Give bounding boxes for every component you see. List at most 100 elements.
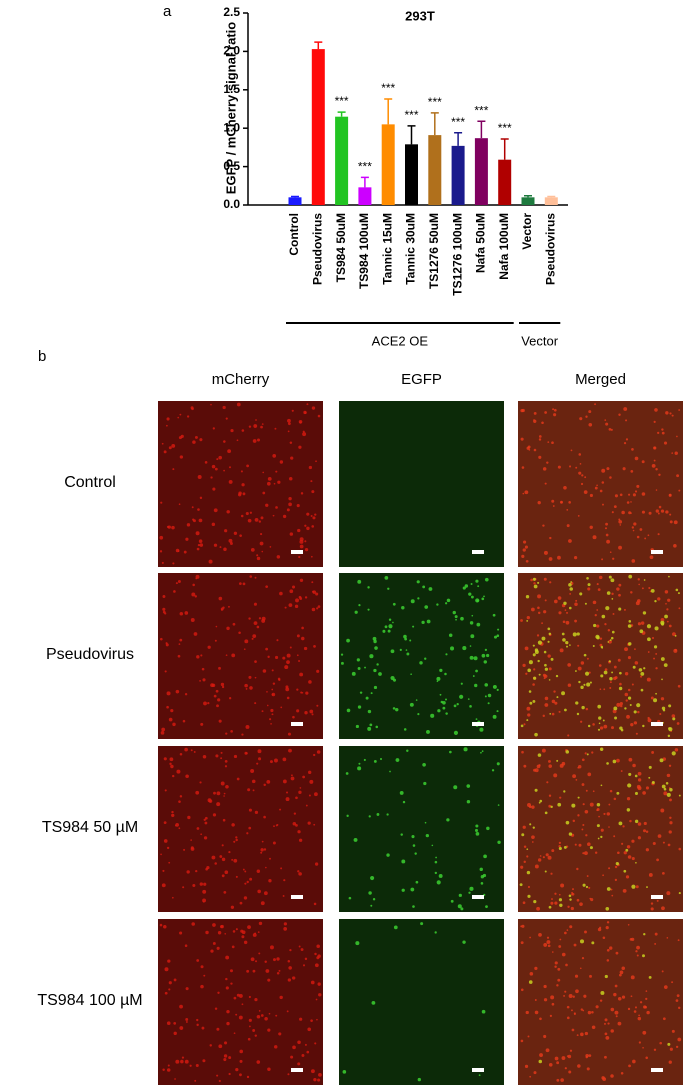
cell	[269, 718, 272, 721]
cell	[226, 510, 230, 514]
cell	[286, 508, 290, 512]
cell	[160, 501, 163, 504]
cell	[226, 626, 230, 631]
cell	[600, 835, 603, 839]
cell	[272, 841, 276, 845]
cell	[642, 1030, 647, 1035]
cell	[269, 760, 273, 764]
cell	[249, 877, 253, 881]
cell	[213, 694, 217, 698]
micrograph	[518, 401, 683, 567]
cell	[534, 864, 539, 869]
cell	[566, 611, 569, 614]
cell	[453, 730, 459, 735]
y-tick-label: 1.5	[223, 82, 240, 96]
cell	[585, 415, 588, 418]
cell	[647, 716, 650, 720]
cell	[311, 713, 314, 716]
cell	[646, 886, 648, 888]
cell	[646, 677, 651, 682]
cell	[523, 845, 527, 848]
cell	[414, 852, 417, 855]
cell	[214, 639, 217, 642]
cell	[252, 1029, 256, 1032]
cell	[211, 464, 216, 469]
cell	[282, 779, 287, 784]
cell	[600, 828, 604, 832]
cell	[223, 891, 227, 894]
cell	[467, 698, 470, 700]
cell	[368, 815, 371, 818]
cell	[527, 885, 531, 889]
cell	[628, 772, 632, 776]
cell	[663, 441, 668, 445]
significance-label: ***	[451, 115, 465, 129]
cell	[605, 906, 610, 911]
cell	[616, 791, 620, 795]
cell	[533, 1071, 537, 1075]
cell	[265, 969, 270, 973]
cell	[668, 830, 672, 834]
cell	[618, 545, 622, 550]
cell	[401, 859, 406, 864]
cell	[442, 706, 446, 710]
error-bar	[547, 195, 556, 198]
cell	[583, 653, 587, 657]
cell	[450, 899, 454, 903]
cell	[161, 442, 164, 445]
cell	[225, 417, 228, 420]
cell	[410, 887, 415, 892]
cell	[254, 676, 257, 679]
x-tick-label: Pseudovirus	[310, 213, 324, 285]
cell	[254, 1034, 257, 1037]
cell	[534, 648, 539, 652]
cell	[619, 671, 622, 675]
cell	[195, 577, 198, 580]
cell	[587, 842, 591, 846]
cell	[603, 688, 606, 691]
cell	[528, 805, 532, 809]
cell	[585, 1053, 589, 1058]
cell	[638, 1041, 642, 1044]
cell	[487, 693, 492, 698]
cell	[552, 505, 555, 507]
cell	[275, 506, 278, 509]
cell	[599, 489, 603, 493]
cell	[195, 531, 200, 536]
cell	[367, 586, 370, 589]
cell	[608, 428, 612, 431]
cell	[175, 823, 179, 827]
cell	[161, 883, 166, 888]
cell	[520, 724, 524, 728]
cell	[606, 591, 611, 595]
cell	[529, 972, 534, 976]
cell	[614, 716, 618, 720]
cell	[545, 1048, 550, 1053]
cell	[605, 1035, 610, 1040]
cell	[612, 613, 615, 615]
cell	[678, 847, 682, 851]
cell	[279, 460, 284, 464]
cell	[554, 901, 558, 905]
cell	[255, 419, 257, 421]
cell	[634, 490, 638, 493]
scale-bar	[472, 722, 484, 726]
cell	[617, 997, 622, 1001]
cell	[262, 669, 267, 673]
cell	[186, 415, 190, 418]
cell	[304, 540, 307, 543]
cell	[605, 606, 610, 611]
cell	[228, 605, 230, 608]
cell	[568, 501, 571, 504]
cell	[292, 1045, 296, 1050]
cell	[248, 995, 251, 999]
cell	[539, 855, 542, 857]
cell	[543, 610, 547, 614]
cell	[551, 712, 555, 716]
cell	[678, 409, 681, 411]
cell	[663, 663, 668, 668]
cell	[426, 729, 430, 734]
cell	[257, 889, 261, 894]
cell	[674, 648, 677, 652]
cell	[215, 754, 219, 758]
